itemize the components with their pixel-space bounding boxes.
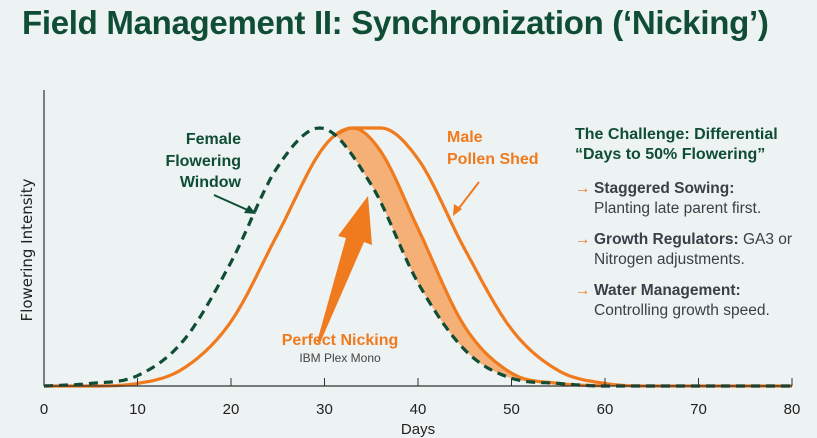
strategy-item: → Growth Regulators: GA3 or Nitrogen adj… bbox=[575, 230, 815, 270]
overlap-label: Perfect Nicking bbox=[282, 332, 398, 349]
female-pointer-arrow bbox=[213, 194, 253, 213]
challenge-heading: The Challenge: Differential “Days to 50%… bbox=[575, 125, 815, 165]
strategy-text: Controlling growth speed. bbox=[594, 302, 770, 319]
x-tick-label: 60 bbox=[597, 401, 614, 418]
x-tick-label: 10 bbox=[129, 401, 146, 418]
x-axis-label: Days bbox=[401, 421, 435, 438]
arrow-right-icon: → bbox=[575, 282, 591, 299]
overlap-pointer-arrow bbox=[317, 196, 372, 343]
strategy-item: → Water Management: Controlling growth s… bbox=[575, 281, 815, 321]
male-label-line: Male bbox=[447, 129, 483, 146]
strategy-text: GA3 or Nitrogen adjustments. bbox=[594, 231, 793, 268]
x-tick-label: 0 bbox=[40, 401, 48, 418]
x-tick-label: 40 bbox=[410, 401, 427, 418]
male-label-line: Pollen Shed bbox=[447, 151, 539, 168]
heading-line: The Challenge: Differential bbox=[575, 126, 778, 143]
female-pointer-arrowhead bbox=[244, 205, 256, 214]
overlap-sublabel: IBM Plex Mono bbox=[299, 351, 381, 365]
x-tick-label: 20 bbox=[223, 401, 240, 418]
female-label-line: Flowering bbox=[165, 153, 241, 170]
page-title: Field Management II: Synchronization (‘N… bbox=[22, 4, 769, 41]
female-label-line: Female bbox=[186, 131, 241, 148]
strategy-title: Staggered Sowing: bbox=[594, 180, 735, 197]
x-tick-label: 30 bbox=[316, 401, 333, 418]
male-pointer-arrowhead bbox=[453, 204, 462, 216]
strategy-title: Water Management: bbox=[594, 282, 741, 299]
overlap-area bbox=[336, 128, 605, 386]
strategy-text: Planting late parent first. bbox=[594, 200, 762, 217]
challenge-panel: The Challenge: Differential “Days to 50%… bbox=[575, 125, 815, 321]
arrow-right-icon: → bbox=[575, 180, 591, 197]
female-label-line: Window bbox=[180, 174, 242, 191]
x-tick-label: 50 bbox=[503, 401, 520, 418]
y-axis-label: Flowering Intensity bbox=[18, 178, 36, 321]
arrow-right-icon: → bbox=[575, 231, 591, 248]
strategy-item: → Staggered Sowing: Planting late parent… bbox=[575, 179, 815, 219]
x-tick-label: 80 bbox=[784, 401, 801, 418]
male-pointer-arrow bbox=[455, 181, 480, 213]
heading-line: “Days to 50% Flowering” bbox=[575, 146, 766, 163]
x-tick-label: 70 bbox=[690, 401, 707, 418]
strategy-title: Growth Regulators: bbox=[594, 231, 739, 248]
